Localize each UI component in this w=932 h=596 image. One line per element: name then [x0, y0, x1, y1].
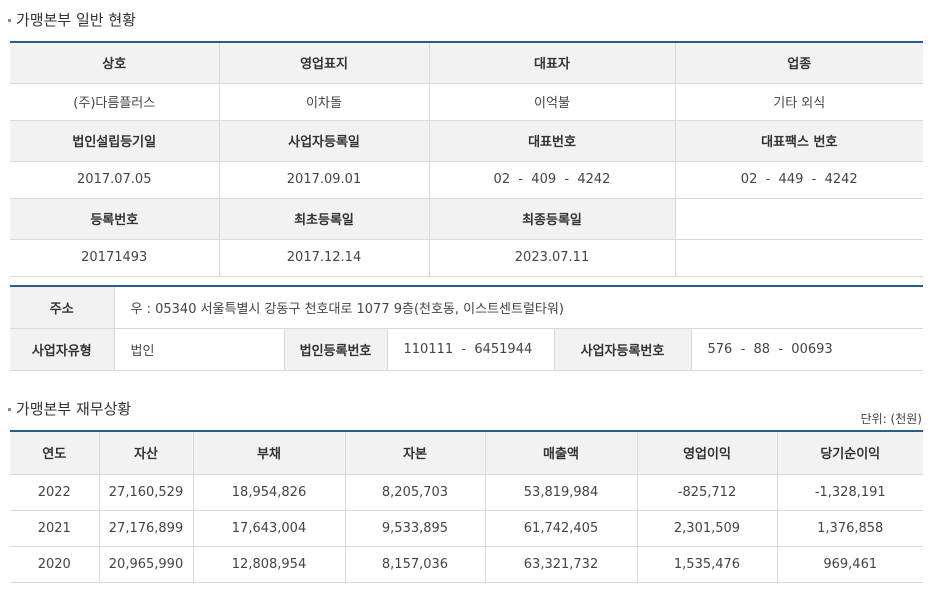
header-business-reg-date: 사업자등록일 [218, 120, 429, 162]
table-header-row: 연도 자산 부채 자본 매출액 영업이익 당기순이익 [10, 431, 923, 475]
header-last-registration: 최종등록일 [428, 198, 675, 240]
value-first-registration: 2017.12.14 [218, 239, 429, 277]
cell-equity: 9,533,895 [344, 510, 485, 547]
value-last-registration: 2023.07.11 [428, 239, 675, 277]
table-row: 상호 영업표지 대표자 업종 [10, 42, 923, 84]
header-equity: 자본 [344, 431, 485, 475]
general-title-text: 가맹본부 일반 현황 [16, 11, 136, 29]
value-empty [674, 239, 923, 277]
cell-operating-income: 1,535,476 [636, 546, 777, 583]
bullet-icon [8, 19, 11, 22]
header-operating-income: 영업이익 [636, 431, 777, 475]
biz-type-label: 사업자유형 [10, 328, 114, 371]
header-net-income: 당기순이익 [776, 431, 923, 475]
value-business-reg-date: 2017.09.01 [218, 161, 429, 199]
cell-operating-income: 2,301,509 [636, 510, 777, 547]
cell-assets: 27,160,529 [98, 474, 193, 511]
cell-equity: 8,157,036 [344, 546, 485, 583]
unit-label: 단위: (천원) [860, 412, 922, 426]
finance-section-title: 가맹본부 재무상황 [8, 398, 131, 419]
finance-title-text: 가맹본부 재무상황 [16, 400, 132, 418]
value-industry: 기타 외식 [674, 83, 923, 121]
table-row: 2021 27,176,899 17,643,004 9,533,895 61,… [10, 510, 923, 547]
table-row: 2020 20,965,990 12,808,954 8,157,036 63,… [10, 546, 923, 583]
header-industry: 업종 [674, 42, 923, 84]
cell-year: 2022 [10, 474, 99, 511]
cell-year: 2021 [10, 510, 99, 547]
cell-revenue: 63,321,732 [484, 546, 637, 583]
table-row: 20171493 2017.12.14 2023.07.11 [10, 239, 923, 277]
value-company-name: (주)다름플러스 [10, 83, 219, 121]
table-row: 사업자유형 법인 법인등록번호 110111 - 6451944 사업자등록번호… [10, 328, 924, 371]
cell-assets: 20,965,990 [98, 546, 193, 583]
cell-operating-income: -825,712 [636, 474, 777, 511]
cell-revenue: 53,819,984 [484, 474, 637, 511]
table-row: (주)다름플러스 이차돌 이억불 기타 외식 [10, 83, 923, 121]
general-info-table: 상호 영업표지 대표자 업종 (주)다름플러스 이차돌 이억불 기타 외식 법인… [10, 41, 923, 277]
cell-net-income: 969,461 [776, 546, 923, 583]
corp-reg-value: 110111 - 6451944 [386, 328, 554, 371]
address-value: 우 : 05340 서울특별시 강동구 천호대로 1077 9층(천호동, 이스… [113, 286, 924, 329]
table-row: 2022 27,160,529 18,954,826 8,205,703 53,… [10, 474, 923, 511]
header-year: 연도 [10, 431, 99, 475]
biz-reg-value: 576 - 88 - 00693 [690, 328, 924, 371]
value-registration-number: 20171493 [10, 239, 219, 277]
address-table: 주소 우 : 05340 서울특별시 강동구 천호대로 1077 9층(천호동,… [10, 285, 924, 371]
table-row: 2017.07.05 2017.09.01 02 - 409 - 4242 02… [10, 161, 923, 199]
address-label: 주소 [10, 286, 114, 329]
cell-net-income: -1,328,191 [776, 474, 923, 511]
header-liabilities: 부채 [192, 431, 345, 475]
table-row: 주소 우 : 05340 서울특별시 강동구 천호대로 1077 9층(천호동,… [10, 286, 924, 329]
cell-year: 2020 [10, 546, 99, 583]
bullet-icon [8, 408, 11, 411]
biz-type-value: 법인 [113, 328, 284, 371]
general-section-title: 가맹본부 일반 현황 [8, 9, 136, 30]
value-incorporation-date: 2017.07.05 [10, 161, 219, 199]
value-fax: 02 - 449 - 4242 [674, 161, 923, 199]
header-phone: 대표번호 [428, 120, 675, 162]
header-empty [674, 198, 923, 240]
header-incorporation-date: 법인설립등기일 [10, 120, 219, 162]
corp-reg-label: 법인등록번호 [283, 328, 387, 371]
header-registration-number: 등록번호 [10, 198, 219, 240]
cell-liabilities: 18,954,826 [192, 474, 345, 511]
header-first-registration: 최초등록일 [218, 198, 429, 240]
cell-revenue: 61,742,405 [484, 510, 637, 547]
cell-assets: 27,176,899 [98, 510, 193, 547]
biz-reg-label: 사업자등록번호 [553, 328, 691, 371]
header-assets: 자산 [98, 431, 193, 475]
cell-liabilities: 12,808,954 [192, 546, 345, 583]
cell-equity: 8,205,703 [344, 474, 485, 511]
header-ceo: 대표자 [428, 42, 675, 84]
value-ceo: 이억불 [428, 83, 675, 121]
value-brand: 이차돌 [218, 83, 429, 121]
header-brand: 영업표지 [218, 42, 429, 84]
table-row: 법인설립등기일 사업자등록일 대표번호 대표팩스 번호 [10, 120, 923, 162]
finance-table: 연도 자산 부채 자본 매출액 영업이익 당기순이익 2022 27,160,5… [10, 430, 923, 583]
header-company-name: 상호 [10, 42, 219, 84]
header-revenue: 매출액 [484, 431, 637, 475]
cell-liabilities: 17,643,004 [192, 510, 345, 547]
cell-net-income: 1,376,858 [776, 510, 923, 547]
header-fax: 대표팩스 번호 [674, 120, 923, 162]
table-row: 등록번호 최초등록일 최종등록일 [10, 198, 923, 240]
value-phone: 02 - 409 - 4242 [428, 161, 675, 199]
